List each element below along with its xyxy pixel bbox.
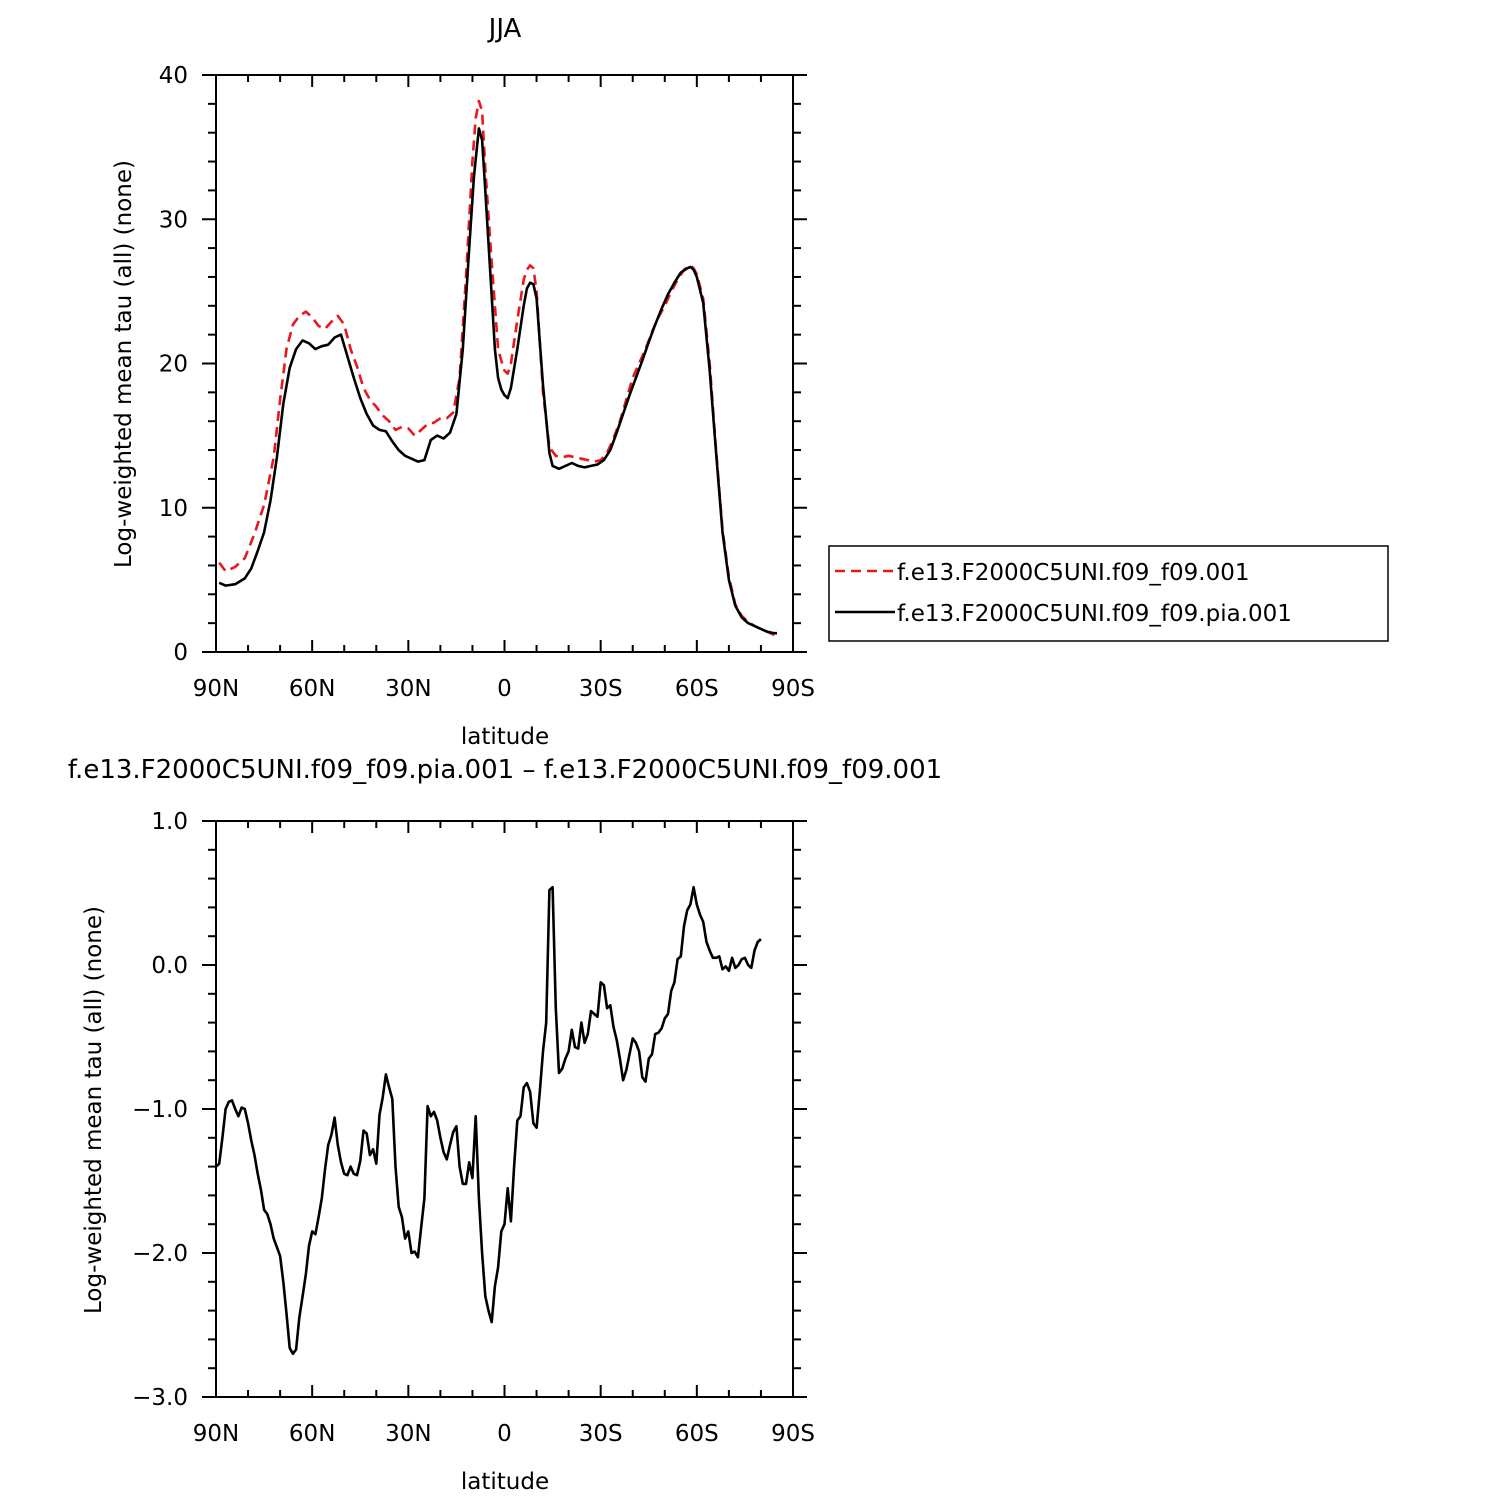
bottom-y-tick-label: −3.0 <box>132 1385 188 1411</box>
top-y-tick-label: 10 <box>159 496 188 522</box>
bottom-chart-title: f.e13.F2000C5UNI.f09_f09.pia.001 – f.e13… <box>68 755 942 785</box>
bottom-x-tick-label: 0 <box>497 1421 512 1447</box>
top-x-tick-label: 90N <box>193 676 239 702</box>
bottom-y-tick-label: −1.0 <box>132 1097 188 1123</box>
bottom-y-tick-label: −2.0 <box>132 1241 188 1267</box>
bottom-axes: 90N 60N 30N 0 30S 60S 90S −3.0 −2.0 −1.0 0.0 1.0 <box>132 809 815 1447</box>
top-y-tick-label: 20 <box>159 352 188 378</box>
top-x-tick-label: 60N <box>289 676 335 702</box>
bottom-panel: f.e13.F2000C5UNI.f09_f09.pia.001 – f.e13… <box>68 755 942 1495</box>
top-chart-title: JJA <box>487 14 522 44</box>
top-series-group <box>218 99 778 638</box>
bottom-series-group <box>215 885 762 1356</box>
legend-label-series-1: f.e13.F2000C5UNI.f09_f09.001 <box>897 560 1250 586</box>
bottom-plot-frame <box>215 820 794 1398</box>
bottom-series-line-1 <box>215 885 762 1356</box>
bottom-x-axis-label: latitude <box>461 1469 549 1495</box>
top-y-axis-label: Log-weighted mean tau (all) (none) <box>111 160 137 568</box>
bottom-x-tick-label: 60N <box>289 1421 335 1447</box>
top-plot-frame <box>215 74 794 653</box>
top-x-tick-label: 0 <box>497 676 512 702</box>
bottom-x-tick-label: 60S <box>675 1421 719 1447</box>
top-x-tick-label: 90S <box>771 676 815 702</box>
top-x-tick-label: 30S <box>579 676 623 702</box>
legend-box <box>828 545 1389 642</box>
bottom-y-tick-label: 1.0 <box>151 809 188 835</box>
top-axes: 90N 60N 30N 0 30S 60S 90S 0 10 20 30 40 <box>159 63 815 702</box>
bottom-x-tick-label: 90N <box>193 1421 239 1447</box>
top-y-tick-label: 30 <box>159 207 188 233</box>
top-series-line-2 <box>218 127 777 635</box>
top-x-axis-label: latitude <box>461 724 549 750</box>
bottom-y-tick-label: 0.0 <box>151 953 188 979</box>
legend-label-series-2: f.e13.F2000C5UNI.f09_f09.pia.001 <box>897 601 1292 627</box>
top-panel: JJA 90N 60N 30N 0 30S 60S 90S 0 10 20 30 40 latitud… <box>111 14 815 750</box>
bottom-x-tick-label: 90S <box>771 1421 815 1447</box>
top-y-tick-label: 0 <box>173 640 188 666</box>
top-x-tick-label: 60S <box>675 676 719 702</box>
top-series-line-1 <box>218 99 778 638</box>
top-y-tick-label: 40 <box>159 63 188 89</box>
top-x-tick-label: 30N <box>385 676 431 702</box>
legend: f.e13.F2000C5UNI.f09_f09.001 f.e13.F2000… <box>828 545 1389 642</box>
bottom-x-tick-label: 30N <box>385 1421 431 1447</box>
bottom-y-axis-label: Log-weighted mean tau (all) (none) <box>81 906 107 1314</box>
bottom-x-tick-label: 30S <box>579 1421 623 1447</box>
